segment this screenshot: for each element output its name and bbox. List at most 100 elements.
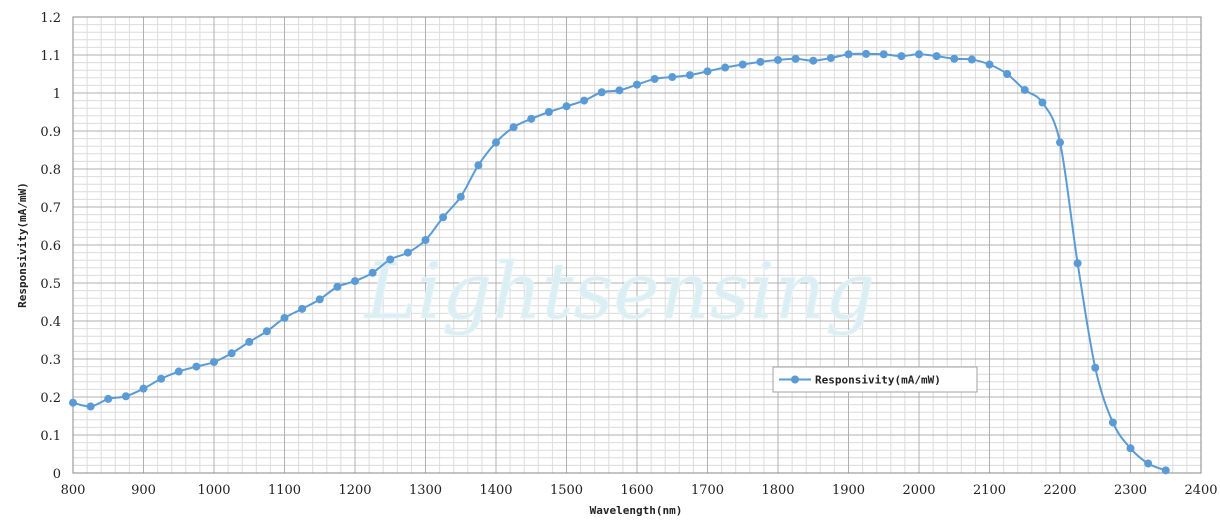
x-tick-label: 2400 [1184, 483, 1217, 498]
data-point [1161, 466, 1170, 475]
legend: Responsivity(mA/mW) [772, 366, 978, 393]
data-point [809, 56, 818, 65]
y-tick-label: 0 [53, 467, 61, 482]
data-point [1038, 98, 1047, 107]
x-tick-label: 1400 [479, 483, 512, 498]
data-point [527, 114, 536, 123]
x-tick-label: 2300 [1114, 483, 1147, 498]
x-axis-title: Wavelength(nm) [590, 504, 683, 517]
y-tick-label: 1.1 [40, 49, 61, 64]
data-point [967, 55, 976, 64]
data-point [897, 52, 906, 61]
data-point [1073, 259, 1082, 268]
data-point [368, 268, 377, 277]
data-point [139, 384, 148, 393]
data-point [1126, 444, 1135, 453]
data-point [1091, 363, 1100, 372]
data-point [721, 63, 730, 72]
data-point [121, 392, 130, 401]
data-point [774, 55, 782, 64]
data-point [826, 54, 835, 63]
y-tick-label: 0.3 [40, 353, 61, 368]
data-point [633, 80, 641, 89]
data-point [932, 52, 941, 61]
data-point [879, 50, 888, 59]
data-point [474, 161, 483, 170]
data-point [985, 60, 994, 69]
data-point [756, 57, 765, 66]
data-point [351, 277, 359, 286]
data-point [844, 50, 853, 59]
data-point [315, 295, 324, 304]
data-point [262, 327, 271, 336]
y-axis-ticks: 0 0.1 0.2 0.3 0.4 0.5 0.6 0.7 0.8 0.9 1 1.1 1.2 [40, 11, 61, 482]
data-point [580, 96, 589, 105]
x-tick-label: 1100 [268, 483, 301, 498]
series-points-responsivity [69, 49, 1170, 475]
data-point [245, 337, 254, 346]
data-point [685, 71, 694, 80]
data-point [421, 236, 430, 245]
data-point [403, 248, 412, 257]
data-point [69, 398, 77, 407]
data-point [509, 123, 518, 132]
x-tick-label: 1900 [832, 483, 865, 498]
major-gridlines [72, 16, 1202, 474]
x-tick-label: 2000 [902, 483, 935, 498]
y-tick-label: 0.1 [40, 429, 61, 444]
data-point [1003, 70, 1012, 78]
data-point [439, 213, 448, 222]
data-point [1108, 418, 1117, 427]
data-point [174, 367, 183, 376]
x-axis-ticks: 800 900 1000 1100 1200 1300 1400 1500 1600 1700 18… [61, 483, 1218, 498]
y-tick-label: 0.8 [40, 163, 61, 178]
legend-marker-swatch [791, 375, 799, 384]
data-point [333, 282, 342, 291]
data-point [791, 54, 800, 63]
x-tick-label: 2100 [973, 483, 1006, 498]
y-tick-label: 0.5 [40, 277, 61, 292]
data-point [950, 54, 959, 63]
x-tick-label: 1300 [409, 483, 442, 498]
data-point [562, 102, 571, 111]
data-point [1020, 85, 1029, 94]
data-point [280, 313, 289, 322]
data-point [192, 362, 201, 371]
x-tick-label: 1800 [761, 483, 794, 498]
data-point [456, 192, 465, 201]
data-point [86, 402, 95, 411]
y-tick-label: 1.2 [40, 11, 61, 26]
data-point [668, 73, 677, 82]
y-tick-label: 0.9 [40, 125, 61, 140]
data-point [1056, 138, 1064, 147]
y-tick-label: 1 [53, 87, 61, 102]
data-point [104, 394, 113, 403]
data-point [1144, 459, 1153, 468]
x-tick-label: 1600 [620, 483, 653, 498]
data-point [738, 60, 747, 69]
data-point [862, 49, 871, 58]
plot-frame [72, 16, 1202, 474]
y-axis-title: Responsivity(mA/mW) [16, 182, 29, 308]
data-point [157, 374, 166, 383]
data-point [915, 50, 923, 59]
data-point [650, 74, 659, 83]
x-tick-label: 900 [131, 483, 156, 498]
y-tick-label: 0.2 [40, 391, 61, 406]
data-point [227, 349, 236, 358]
data-point [615, 86, 624, 95]
x-tick-label: 1000 [197, 483, 230, 498]
data-point [544, 108, 553, 116]
data-point [597, 88, 606, 97]
data-point [210, 358, 218, 367]
data-point [386, 255, 395, 264]
x-tick-label: 1700 [691, 483, 724, 498]
data-point [298, 304, 307, 313]
x-tick-label: 800 [61, 483, 86, 498]
watermark-text: Lightsensing [363, 247, 875, 337]
y-tick-label: 0.6 [40, 239, 61, 254]
x-tick-label: 2200 [1043, 483, 1076, 498]
x-tick-label: 1200 [338, 483, 371, 498]
